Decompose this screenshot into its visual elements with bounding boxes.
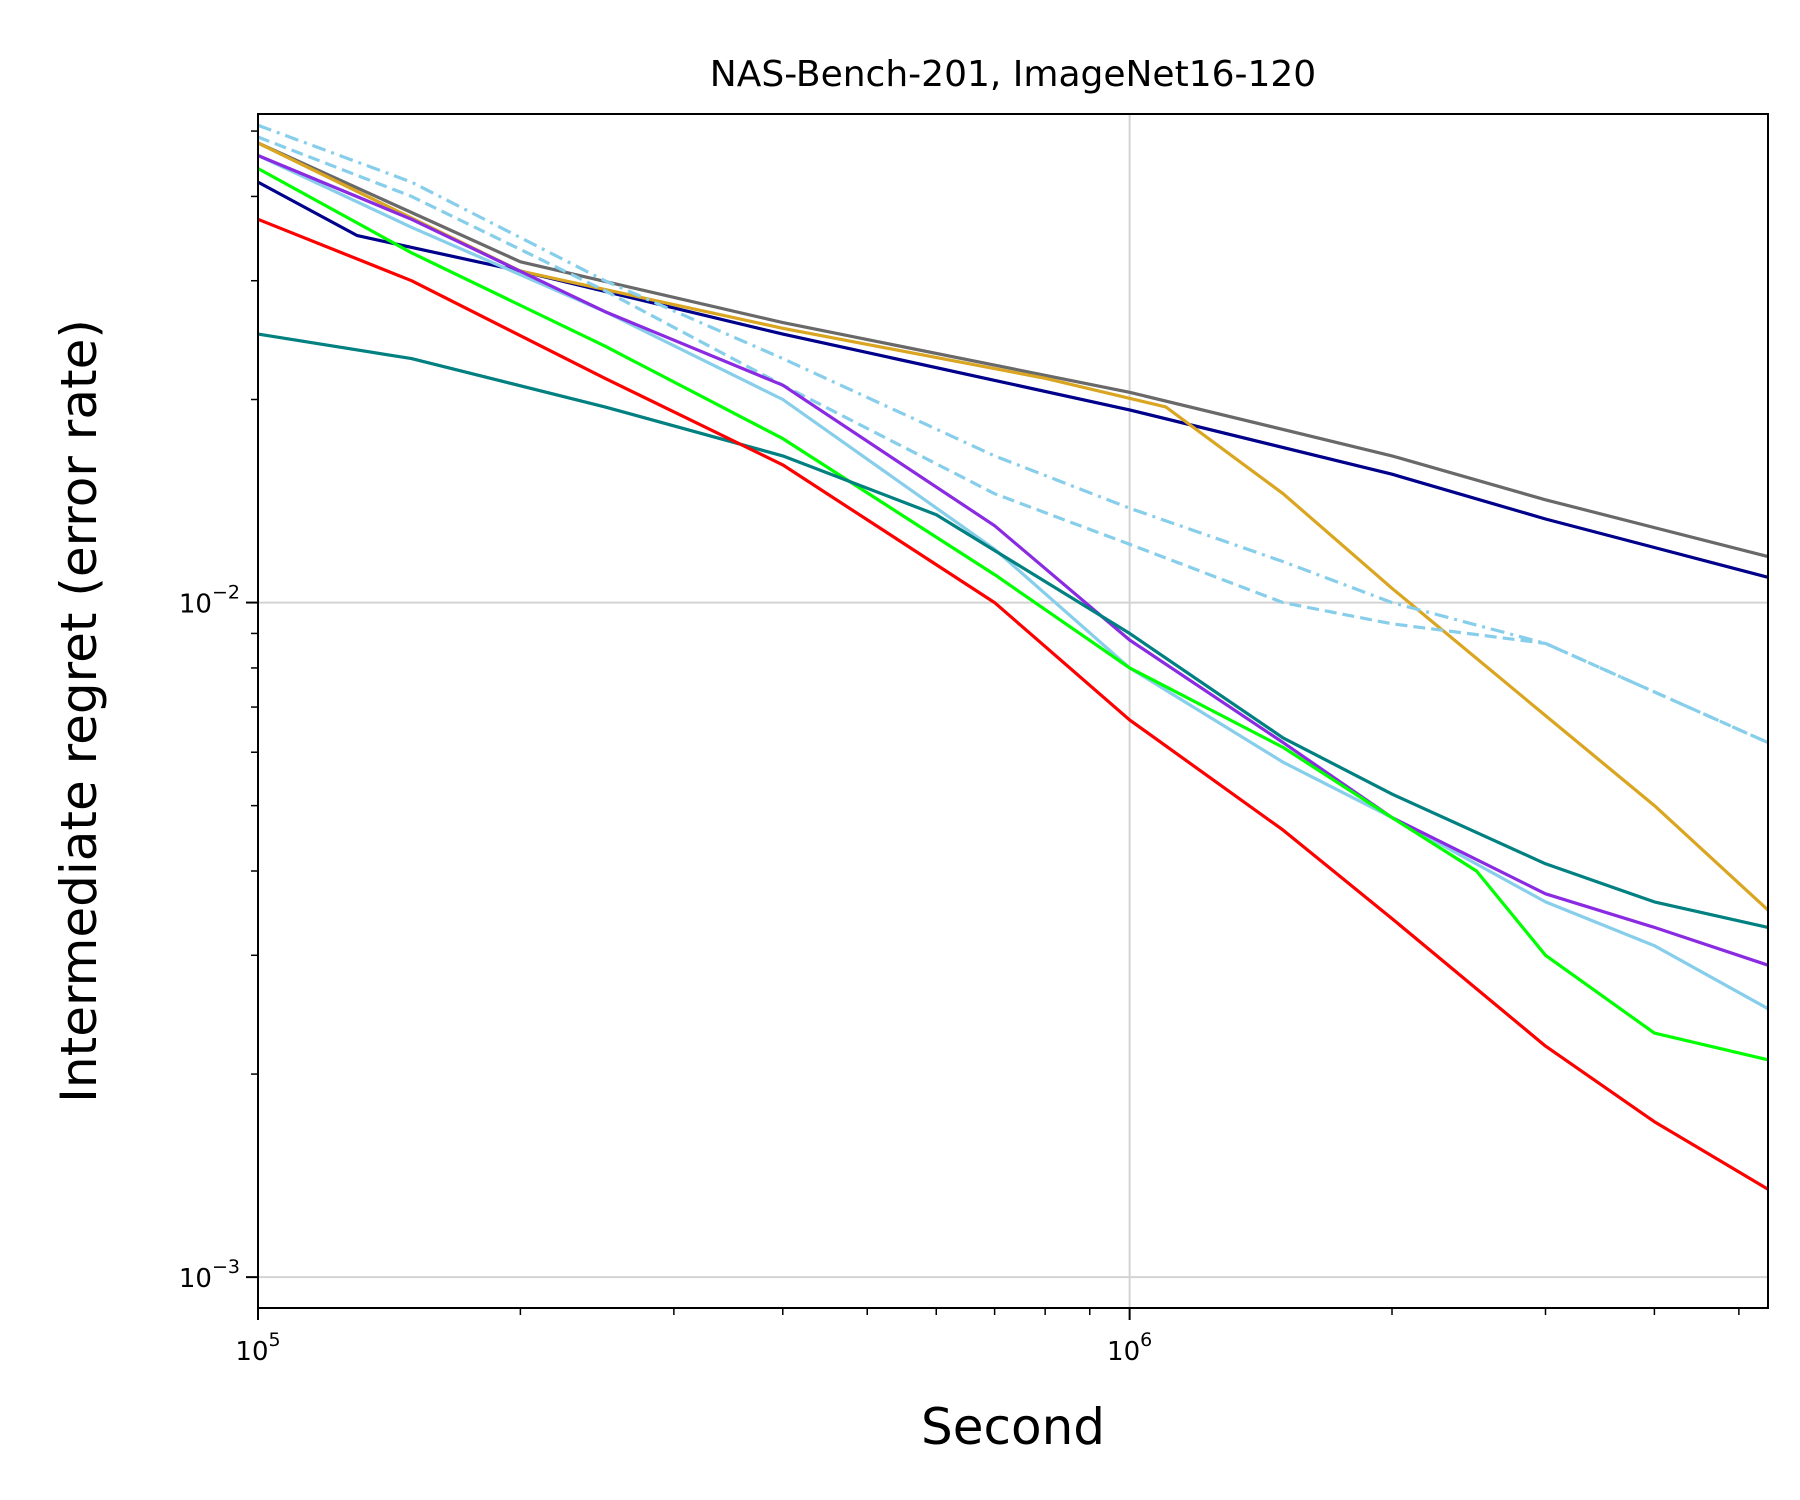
series-line-1 bbox=[257, 141, 1769, 559]
series-line-9 bbox=[257, 332, 1769, 929]
series-line-4 bbox=[257, 123, 1769, 745]
series-line-7 bbox=[257, 154, 1769, 967]
series-line-2 bbox=[257, 180, 1769, 579]
series-lines bbox=[257, 123, 1770, 1191]
plot-frame bbox=[257, 113, 1769, 1309]
chart-title: NAS-Bench-201, ImageNet16-120 bbox=[710, 54, 1316, 95]
series-line-5 bbox=[257, 135, 1769, 745]
series-line-10 bbox=[257, 217, 1769, 1191]
y-axis-title: Intermediate regret (error rate) bbox=[50, 319, 108, 1103]
x-axis-title: Second bbox=[921, 1398, 1105, 1456]
series-line-8 bbox=[257, 167, 1769, 1062]
series-line-3 bbox=[257, 141, 1770, 912]
